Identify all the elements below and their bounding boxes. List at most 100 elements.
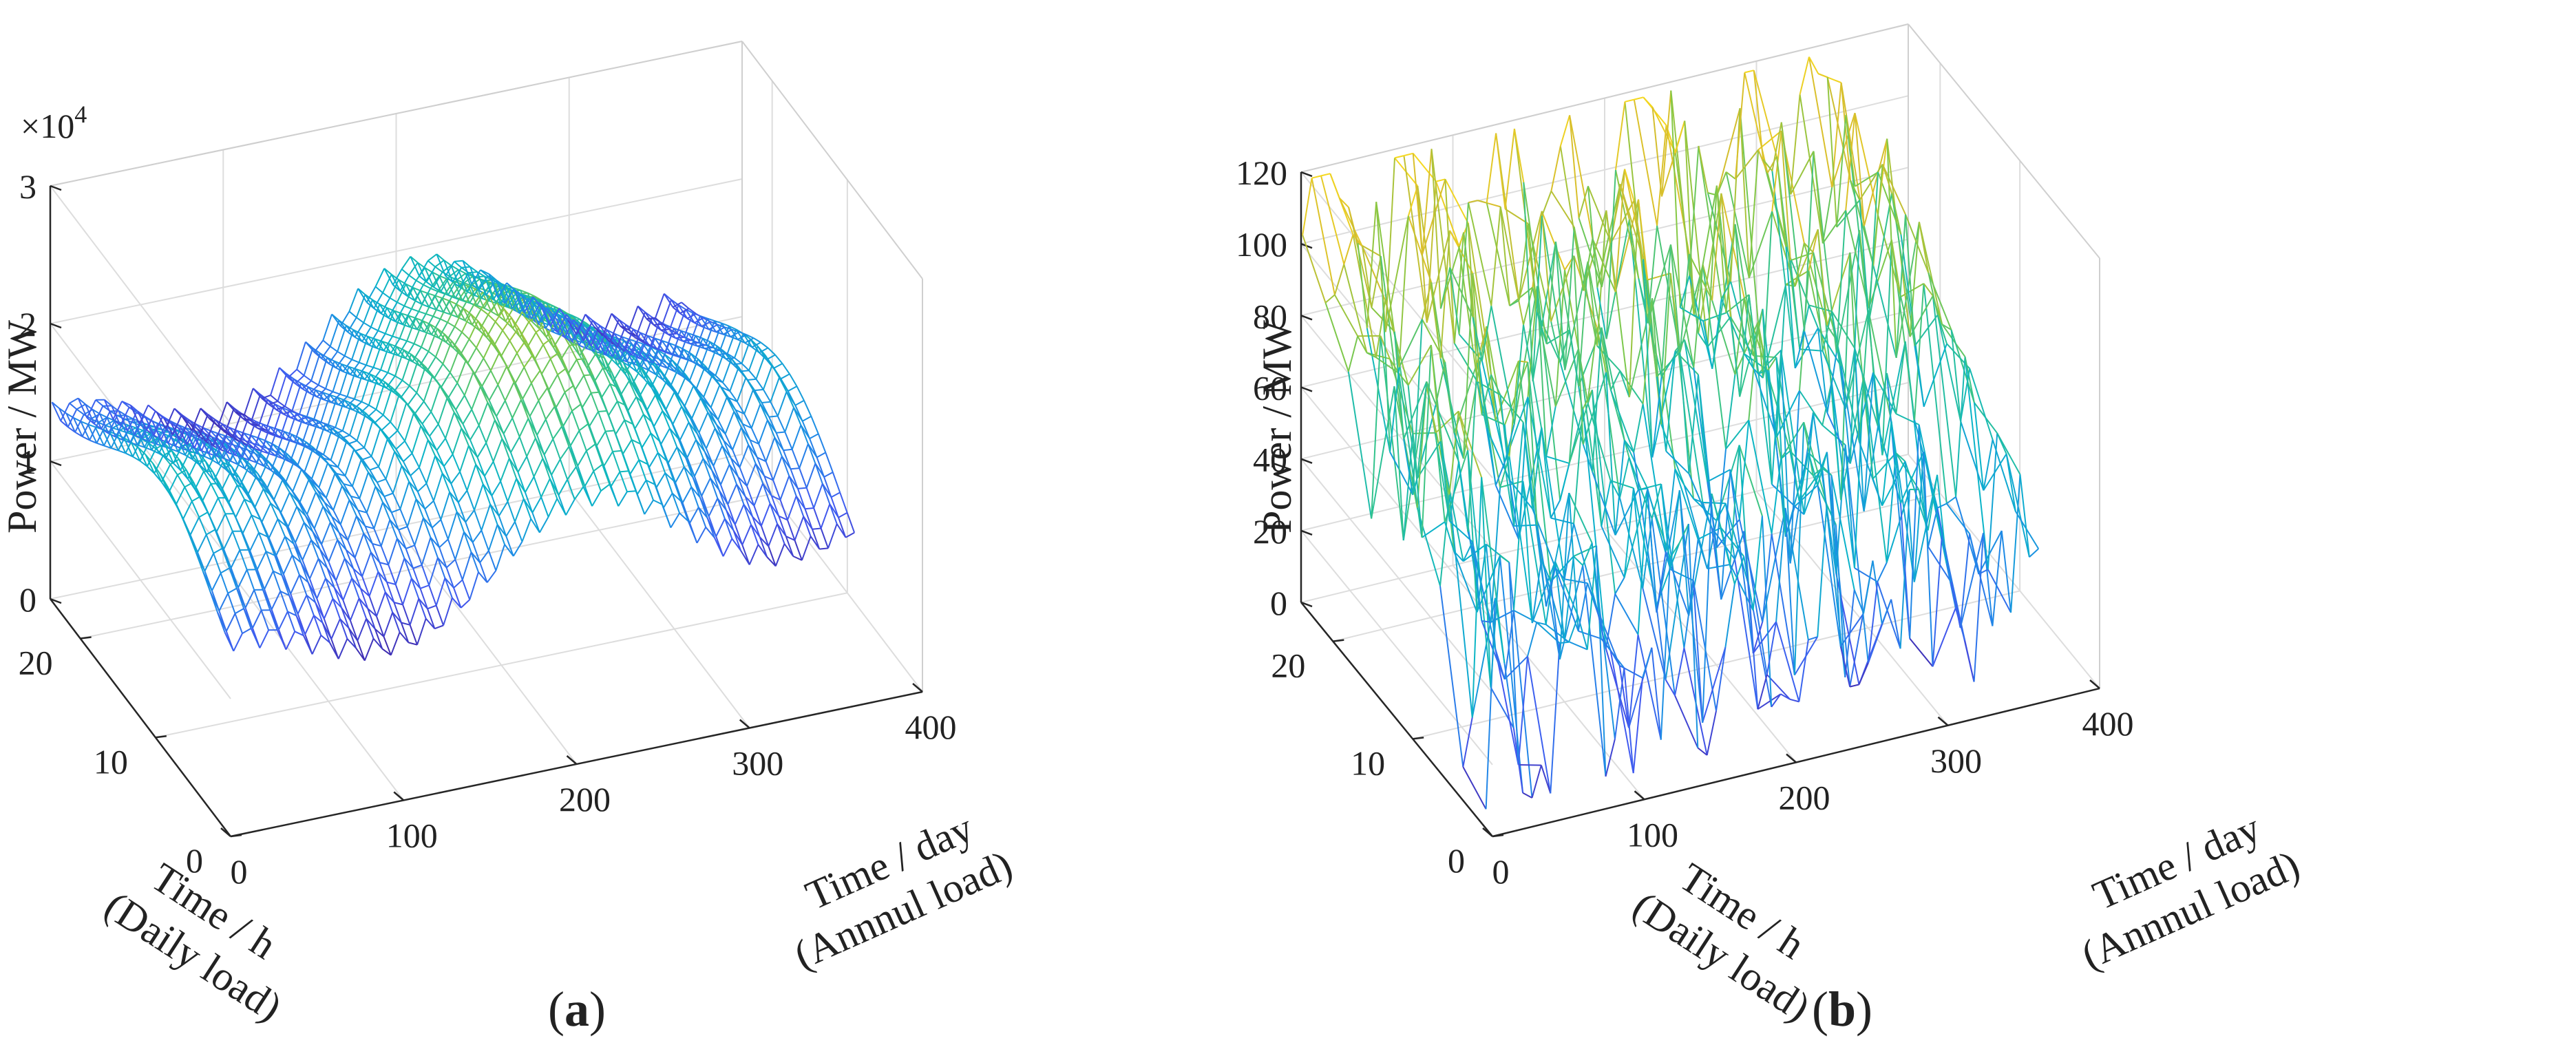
mesh-segment: [1334, 294, 1359, 337]
y-tick-mark: [230, 834, 242, 838]
mesh-segment: [376, 615, 385, 637]
mesh-segment: [750, 403, 761, 429]
mesh-segment: [276, 469, 286, 484]
mesh-segment: [325, 361, 335, 390]
mesh-segment: [201, 483, 212, 503]
mesh-segment: [838, 511, 848, 518]
mesh-segment: [2000, 530, 2012, 613]
mesh-segment: [265, 403, 275, 431]
mesh-segment: [230, 460, 238, 465]
mesh-segment: [449, 492, 458, 512]
mesh-segment: [1601, 242, 1612, 288]
mesh-segment: [354, 557, 363, 577]
mesh-segment: [518, 328, 528, 348]
mesh-segment: [234, 613, 243, 634]
mesh-segment: [758, 443, 767, 462]
mesh-segment: [89, 422, 99, 441]
mesh-segment: [463, 394, 473, 410]
gridline: [741, 41, 923, 693]
mesh-segment: [1578, 186, 1589, 219]
mesh-segment: [787, 496, 797, 520]
mesh-segment: [564, 385, 574, 393]
mesh-segment: [557, 374, 566, 393]
mesh-segment: [302, 470, 313, 480]
mesh-segment: [425, 483, 434, 501]
mesh-segment: [496, 400, 506, 417]
mesh-segment: [429, 324, 440, 339]
mesh-segment: [288, 492, 298, 507]
mesh-segment: [1803, 412, 1814, 515]
mesh-segment: [694, 317, 704, 324]
mesh-segment: [1651, 107, 1676, 154]
mesh-segment: [789, 373, 798, 387]
mesh-segment: [768, 546, 777, 567]
mesh-segment: [470, 551, 481, 563]
x-tick-mark: [2089, 679, 2100, 689]
mesh-segment: [586, 353, 597, 368]
mesh-segment: [257, 399, 268, 427]
mesh-segment: [714, 427, 725, 441]
mesh-segment: [1684, 120, 1709, 348]
mesh-segment: [542, 458, 552, 476]
mesh-segment: [525, 476, 535, 493]
mesh-segment: [620, 470, 629, 473]
mesh-segment: [411, 453, 420, 468]
mesh-segment: [347, 540, 356, 558]
mesh-segment: [1610, 480, 1634, 489]
mesh-segment: [386, 439, 397, 450]
mesh-segment: [1936, 315, 1947, 344]
mesh-segment: [488, 273, 499, 298]
mesh-segment: [747, 378, 757, 381]
mesh-segment: [345, 398, 355, 408]
mesh-segment: [654, 484, 664, 508]
mesh-segment: [1812, 412, 1837, 574]
mesh-segment: [817, 433, 827, 453]
mesh-segment: [335, 427, 344, 432]
mesh-segment: [699, 365, 709, 371]
mesh-segment: [1527, 397, 1552, 518]
mesh-segment: [304, 615, 315, 635]
gridline: [1412, 160, 2021, 740]
mesh-segment: [494, 308, 505, 322]
mesh-segment: [1375, 202, 1386, 332]
mesh-segment: [459, 445, 469, 472]
mesh-segment: [784, 407, 794, 432]
mesh-segment: [1692, 580, 1717, 711]
mesh-segment: [454, 559, 463, 580]
mesh-segment: [622, 439, 633, 454]
mesh-segment: [1845, 113, 1856, 211]
mesh-segment: [1890, 421, 1901, 503]
mesh-segment: [379, 562, 389, 566]
mesh-segment: [223, 457, 234, 477]
mesh-segment: [616, 401, 626, 421]
mesh-segment: [1702, 502, 1713, 529]
mesh-segment: [663, 293, 674, 308]
mesh-segment: [218, 445, 229, 465]
mesh-segment: [650, 432, 659, 454]
mesh-segment: [82, 436, 90, 441]
mesh-segment: [333, 587, 343, 609]
mesh-segment: [574, 326, 584, 341]
mesh-segment: [278, 510, 289, 527]
mesh-segment: [1324, 302, 1349, 372]
mesh-segment: [776, 431, 785, 434]
mesh-segment: [649, 346, 660, 360]
mesh-segment: [2015, 511, 2040, 549]
mesh-segment: [368, 472, 378, 483]
mesh-segment: [2005, 454, 2016, 512]
mesh-segment: [342, 578, 353, 601]
mesh-segment: [1881, 599, 1892, 624]
mesh-segment: [1624, 169, 1635, 201]
mesh-segment: [1679, 352, 1690, 474]
mesh-segment: [510, 317, 521, 338]
mesh-segment: [211, 436, 222, 450]
mesh-segment: [388, 430, 399, 440]
mesh-segment: [734, 524, 743, 545]
mesh-segment: [1642, 403, 1667, 552]
mesh-segment: [483, 357, 492, 371]
mesh-segment: [174, 427, 185, 447]
mesh-segment: [382, 502, 391, 520]
mesh-segment: [1835, 210, 1847, 353]
mesh-segment: [428, 557, 439, 586]
mesh-segment: [646, 359, 657, 375]
